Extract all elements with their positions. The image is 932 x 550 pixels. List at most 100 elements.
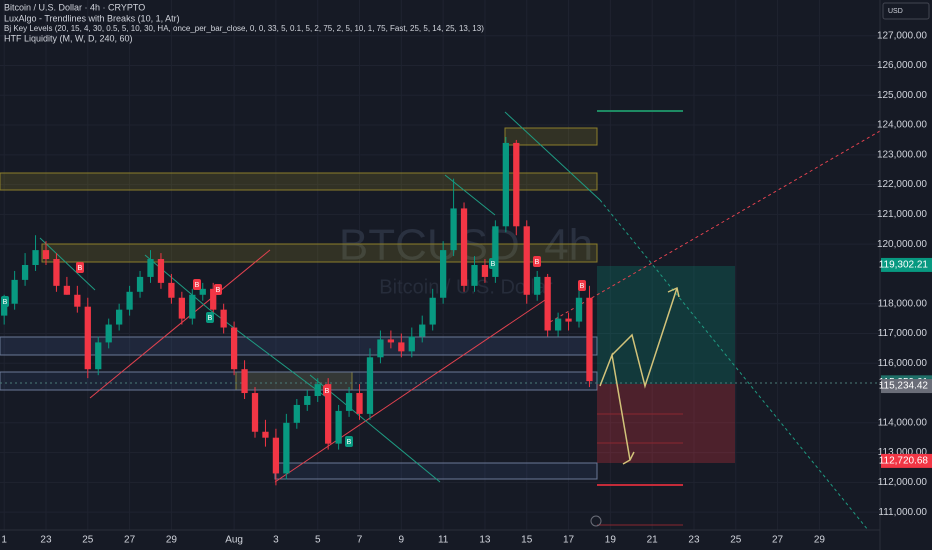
candle-body (481, 265, 489, 277)
candle-body (345, 393, 353, 411)
candle-body (241, 369, 248, 394)
candle-body (53, 259, 60, 286)
candle-body (95, 342, 102, 370)
price-tag-label: 119,302.21 (879, 260, 929, 271)
candle-body (325, 384, 332, 444)
grid (0, 0, 880, 530)
y-tick-label: 121,000.00 (877, 209, 927, 220)
candle-body (11, 279, 18, 304)
break-marker (1, 296, 9, 307)
indicator: HTF Liquidity (M, W, D, 240, 60) (4, 33, 133, 43)
break-label: B (347, 439, 352, 446)
trendline (599, 199, 869, 531)
price-tag-label: 112,720.68 (879, 456, 929, 467)
x-tick-label: 23 (40, 535, 52, 546)
y-tick-label: 123,000.00 (877, 149, 927, 160)
candle-body (366, 357, 374, 414)
replay-icon[interactable] (590, 515, 602, 527)
zone (0, 371, 598, 391)
candle-body (157, 259, 165, 283)
candle-body (220, 309, 227, 328)
break-marker (345, 436, 353, 447)
y-tick-label: 127,000.00 (877, 30, 927, 41)
candle-body (440, 250, 447, 298)
candle-body (210, 288, 217, 310)
candle-body (116, 309, 123, 325)
trendline (309, 374, 441, 483)
candle-body (419, 324, 426, 337)
currency-box[interactable] (882, 2, 930, 20)
break-label: B (216, 287, 221, 294)
candle-body (230, 327, 238, 370)
candle-body (513, 142, 520, 227)
candle-body (335, 410, 342, 444)
y-tick-label: 125,000.00 (877, 90, 927, 101)
trendline (274, 299, 546, 483)
break-label: B (580, 283, 585, 290)
candle-body (544, 276, 551, 331)
candle-body (293, 404, 300, 423)
zone (0, 336, 598, 356)
candle-body (74, 294, 81, 307)
price-tag-label: 115,234.42 (879, 381, 929, 392)
candle-body (471, 265, 478, 286)
x-tick-label: 7 (357, 535, 363, 546)
price-tag (881, 257, 932, 272)
y-tick-label: 124,000.00 (877, 120, 927, 131)
zone (41, 243, 598, 263)
x-tick-label: 27 (772, 535, 784, 546)
zones (0, 110, 735, 526)
x-tick-label: 27 (124, 535, 136, 546)
candle-body (408, 336, 415, 352)
candle-body (178, 297, 185, 319)
x-tick-label: 29 (814, 535, 826, 546)
candle-body (304, 396, 311, 405)
trendline (504, 111, 601, 201)
break-label: B (3, 299, 8, 306)
x-tick-label: 19 (605, 535, 617, 546)
trendline (209, 309, 331, 401)
y-tick-label: 111,000.00 (878, 507, 927, 518)
candle-body (283, 422, 290, 474)
price-tag (881, 453, 932, 468)
candle-body (534, 276, 541, 295)
candle-body (429, 297, 436, 325)
y-tick-label: 126,000.00 (877, 60, 927, 71)
projection-arrow (611, 287, 678, 389)
x-tick-label: 17 (563, 535, 575, 546)
candle-body (1, 303, 8, 316)
candle-body (460, 208, 468, 286)
candle-body (356, 393, 363, 414)
candle-body (42, 250, 50, 260)
zone (274, 462, 598, 480)
break-label: B (195, 282, 200, 289)
x-tick-label: 3 (273, 535, 279, 546)
projection (599, 286, 680, 465)
break-label: B (208, 315, 213, 322)
break-marker (578, 280, 586, 291)
overlay: 127,000.00 126,000.00 125,000.00 124,000.00… (1, 30, 932, 546)
y-tick-label: 112,000.00 (878, 477, 928, 488)
candle-body (272, 437, 280, 474)
x-tick-label: 15 (521, 535, 533, 546)
trendline (39, 237, 96, 291)
x-tick-label: 29 (166, 535, 178, 546)
candle-body (575, 297, 583, 322)
break-marker (193, 279, 201, 290)
candle-body (387, 339, 395, 343)
y-tick-label: 116,000.00 (878, 358, 928, 369)
x-tick-label: 23 (688, 535, 700, 546)
candle-body (251, 393, 259, 432)
target-box (597, 266, 735, 384)
trendlines (0, 101, 931, 531)
candle-body (586, 297, 593, 382)
x-tick-label: Aug (225, 535, 243, 546)
candle-body (502, 142, 509, 227)
candle-body (105, 324, 112, 343)
indicator: LuxAlgo - Trendlines with Breaks (10, 1,… (4, 13, 180, 23)
y-tick-label: 122,000.00 (877, 179, 927, 190)
candle-body (63, 285, 71, 295)
x-tick-label: 11 (438, 535, 449, 546)
break-marker (489, 258, 497, 269)
